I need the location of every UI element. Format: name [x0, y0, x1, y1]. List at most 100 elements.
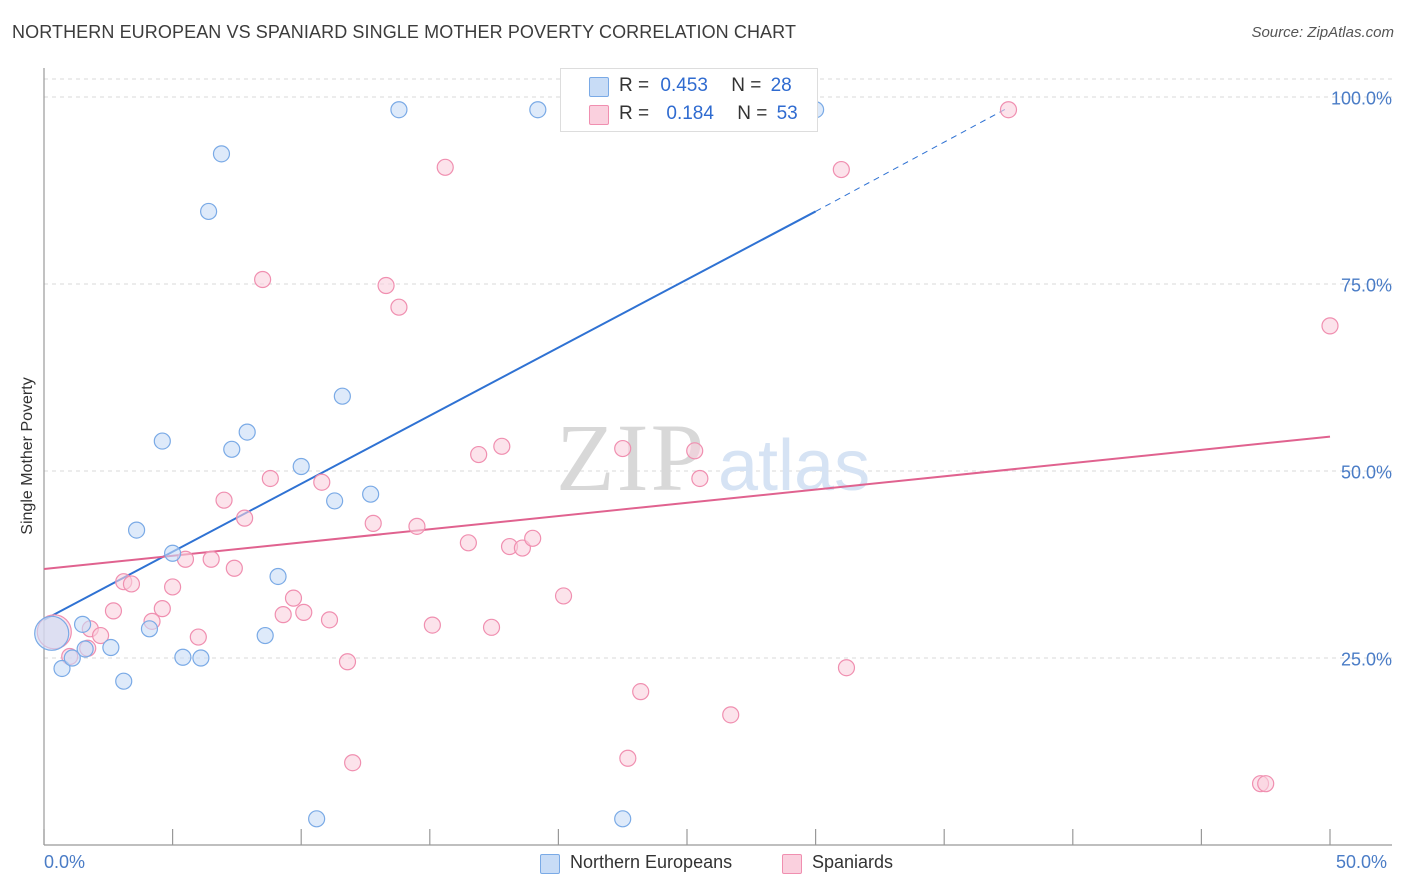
x-tick-label-min: 0.0%: [44, 852, 86, 872]
point-spaniard: [832, 160, 850, 179]
point-spaniard: [1257, 775, 1275, 793]
bottom-legend-swatch-blue: [540, 854, 560, 874]
trend-extension-northern-europeans: [815, 107, 1009, 212]
point-northern-european: [362, 485, 380, 503]
point-spaniard: [122, 575, 141, 593]
point-spaniard: [313, 473, 331, 491]
point-spaniard: [91, 626, 110, 645]
point-northern-european: [308, 810, 326, 828]
point-spaniard: [691, 469, 709, 488]
point-northern-european: [529, 101, 547, 119]
bottom-legend-swatch-pink: [782, 854, 802, 874]
gridlines: [44, 78, 1392, 659]
point-northern-european: [153, 432, 171, 450]
stats-legend: R = 0.453 N = 28 R = 0.184 N = 53: [560, 68, 818, 132]
point-spaniard: [344, 754, 362, 772]
n-label: N =: [731, 75, 762, 96]
point-northern-european: [292, 457, 310, 476]
point-northern-european: [223, 440, 241, 458]
point-spaniard: [202, 550, 220, 568]
point-spaniard: [164, 578, 182, 596]
point-spaniard: [722, 706, 740, 724]
point-spaniard: [837, 659, 856, 677]
r-value: 0.184: [666, 103, 714, 124]
point-spaniard: [470, 445, 488, 464]
point-spaniard: [295, 603, 313, 621]
point-northern-european: [212, 145, 231, 163]
point-spaniard: [423, 616, 441, 634]
point-northern-european: [76, 640, 94, 658]
point-spaniard: [408, 517, 426, 535]
point-spaniard: [261, 469, 279, 488]
point-northern-european: [614, 810, 632, 828]
point-northern-european: [333, 387, 351, 405]
data-points: [34, 101, 1339, 828]
chart-title: NORTHERN EUROPEAN VS SPANIARD SINGLE MOT…: [12, 22, 797, 42]
n-label: N =: [737, 103, 768, 124]
point-northern-european: [73, 615, 92, 633]
legend-row-spaniards: R = 0.184 N = 53: [619, 103, 798, 127]
point-northern-european: [164, 544, 182, 562]
point-northern-european: [127, 521, 146, 539]
point-northern-european: [34, 615, 70, 651]
point-spaniard: [274, 606, 292, 624]
y-tick-label: 75.0%: [1340, 275, 1392, 296]
n-value: 28: [770, 75, 792, 96]
r-label: R =: [619, 103, 650, 124]
legend-swatch-blue: [589, 77, 609, 97]
point-spaniard: [364, 514, 382, 532]
point-northern-european: [256, 626, 274, 645]
legend-swatch-pink: [589, 105, 609, 125]
bottom-legend-northern-europeans: Northern Europeans: [570, 852, 733, 872]
r-label: R =: [619, 75, 650, 96]
point-spaniard: [999, 101, 1018, 119]
point-northern-european: [102, 638, 120, 657]
trend-line-spaniards: [43, 435, 1331, 570]
trend-lines: [43, 107, 1331, 621]
point-northern-european: [390, 101, 408, 119]
point-spaniard: [284, 589, 303, 607]
watermark-atlas: atlas: [718, 426, 870, 506]
point-northern-european: [140, 620, 159, 638]
point-spaniard: [104, 602, 123, 620]
source-credit: Source: ZipAtlas.com: [1251, 24, 1394, 41]
y-tick-label: 100.0%: [1330, 88, 1392, 109]
point-spaniard: [614, 439, 632, 458]
axes: [43, 68, 1392, 846]
point-spaniard: [459, 534, 477, 552]
watermark: ZIP atlas: [556, 404, 870, 511]
point-spaniard: [632, 683, 650, 701]
point-spaniard: [153, 600, 171, 618]
point-spaniard: [254, 270, 272, 289]
y-tick-label: 25.0%: [1340, 649, 1392, 670]
watermark-zip: ZIP: [556, 404, 706, 511]
legend-row-northern-europeans: R = 0.453 N = 28: [619, 75, 792, 99]
point-northern-european: [269, 567, 287, 586]
point-spaniard: [482, 618, 501, 636]
point-spaniard: [436, 158, 454, 176]
point-northern-european: [238, 423, 256, 441]
point-northern-european: [53, 659, 71, 678]
point-spaniard: [377, 276, 395, 295]
point-spaniard: [1321, 317, 1339, 335]
point-spaniard: [215, 491, 233, 509]
point-northern-european: [63, 649, 81, 667]
point-spaniard: [338, 653, 357, 671]
point-northern-european: [326, 492, 344, 510]
point-northern-european: [174, 648, 192, 666]
bottom-legend-spaniards: Spaniards: [812, 852, 894, 872]
point-spaniard: [554, 587, 573, 605]
point-northern-european: [200, 202, 218, 221]
point-spaniard: [189, 628, 207, 646]
point-spaniard: [236, 509, 254, 527]
point-spaniard: [225, 559, 243, 577]
point-spaniard: [390, 298, 408, 316]
point-northern-european: [192, 649, 210, 667]
n-value: 53: [776, 103, 798, 124]
point-spaniard: [320, 611, 339, 629]
point-spaniard: [619, 749, 637, 767]
y-tick-label: 50.0%: [1340, 462, 1392, 483]
point-spaniard: [524, 529, 542, 547]
r-value: 0.453: [660, 75, 708, 96]
